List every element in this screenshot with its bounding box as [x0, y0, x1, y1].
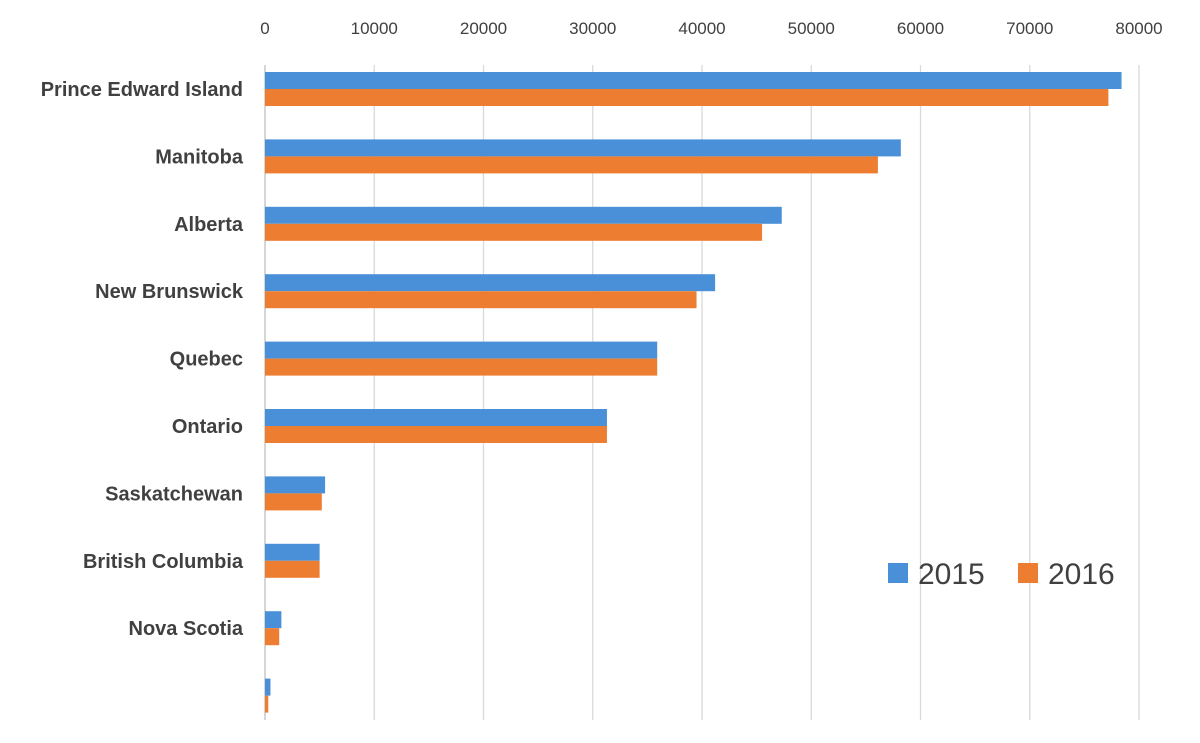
x-tick-label: 10000 — [351, 19, 398, 38]
legend-label: 2015 — [918, 558, 985, 591]
x-tick-label: 20000 — [460, 19, 507, 38]
bar-2016 — [265, 223, 763, 241]
x-tick-label: 50000 — [788, 19, 835, 38]
x-tick-label: 30000 — [569, 19, 616, 38]
category-label: Manitoba — [155, 146, 244, 168]
legend-swatch-2016 — [1018, 563, 1038, 583]
category-label: Nova Scotia — [129, 618, 244, 640]
x-tick-label: 60000 — [897, 19, 944, 38]
bar-2016 — [265, 560, 320, 578]
bar-2016 — [265, 89, 1109, 106]
bar-2015 — [265, 678, 271, 696]
bar-2015 — [265, 72, 1122, 89]
bar-2015 — [265, 409, 607, 426]
bar-2016 — [265, 291, 697, 309]
bar-2015 — [265, 206, 782, 224]
x-tick-label: 0 — [260, 19, 269, 38]
bar-2015 — [265, 476, 326, 494]
category-label: British Columbia — [83, 551, 244, 573]
category-label: Quebec — [170, 349, 243, 371]
category-label: Alberta — [174, 214, 244, 236]
legend-swatch-2015 — [888, 563, 908, 583]
bar-2016 — [265, 695, 269, 713]
category-label: Prince Edward Island — [41, 79, 243, 101]
x-tick-label: 40000 — [678, 19, 725, 38]
bar-2016 — [265, 426, 607, 443]
x-tick-label: 70000 — [1006, 19, 1053, 38]
bar-2016 — [265, 156, 878, 174]
bar-2015 — [265, 611, 282, 629]
category-label: Saskatchewan — [105, 483, 243, 505]
bar-2016 — [265, 493, 322, 511]
x-tick-label: 80000 — [1115, 19, 1162, 38]
bar-2015 — [265, 274, 716, 292]
category-label: Ontario — [172, 416, 243, 438]
bar-2015 — [265, 341, 658, 359]
bar-2016 — [265, 628, 280, 646]
bar-2015 — [265, 543, 320, 561]
bar-2015 — [265, 139, 901, 157]
category-label: New Brunswick — [95, 281, 244, 303]
bar-2016 — [265, 358, 658, 376]
legend-label: 2016 — [1048, 558, 1115, 591]
